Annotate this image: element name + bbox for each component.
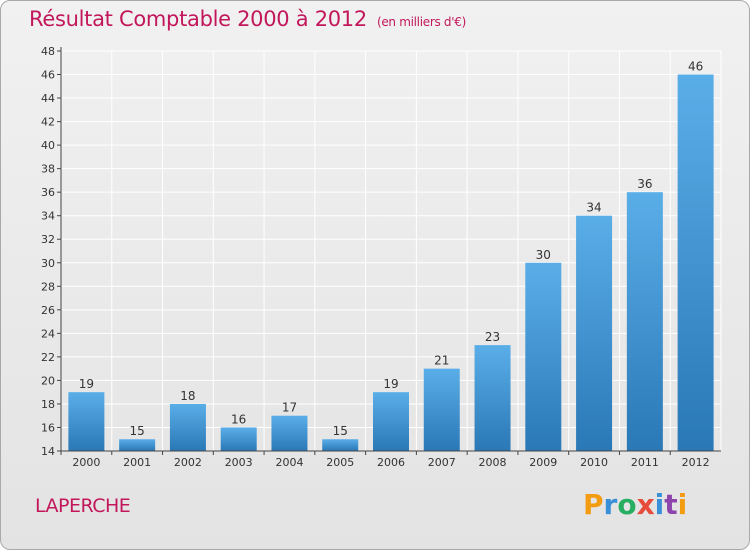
bar bbox=[423, 368, 460, 451]
y-tick-label: 18 bbox=[41, 398, 55, 411]
x-tick-label: 2000 bbox=[72, 456, 100, 469]
logo-letter: i bbox=[677, 488, 688, 521]
bar bbox=[474, 345, 511, 451]
y-tick-label: 14 bbox=[41, 445, 55, 458]
bar bbox=[169, 403, 206, 451]
y-tick-label: 22 bbox=[41, 351, 55, 364]
chart-unit: (en milliers d'€) bbox=[376, 15, 466, 29]
bar bbox=[220, 427, 257, 451]
y-tick-label: 24 bbox=[41, 327, 55, 340]
chart-title: Résultat Comptable 2000 à 2012 (en millie… bbox=[29, 7, 466, 31]
logo-letter: r bbox=[603, 488, 618, 521]
bar-value-label: 19 bbox=[79, 377, 94, 391]
y-tick-label: 44 bbox=[41, 92, 55, 105]
y-tick-label: 28 bbox=[41, 280, 55, 293]
x-tick-label: 2009 bbox=[529, 456, 557, 469]
bar bbox=[576, 215, 613, 451]
bar-value-label: 23 bbox=[485, 330, 500, 344]
bar-value-label: 34 bbox=[586, 201, 601, 215]
proxiti-logo[interactable]: Proxiti bbox=[583, 488, 687, 521]
logo-letter: i bbox=[654, 488, 665, 521]
bar bbox=[271, 415, 308, 451]
commune-name: LAPERCHE bbox=[35, 495, 131, 517]
logo-letter: x bbox=[636, 488, 655, 521]
x-tick-label: 2003 bbox=[225, 456, 253, 469]
bar bbox=[677, 74, 714, 451]
bar-value-label: 30 bbox=[536, 248, 551, 262]
x-tick-label: 2002 bbox=[174, 456, 202, 469]
bar bbox=[626, 192, 663, 452]
x-tick-label: 2007 bbox=[428, 456, 456, 469]
bar-value-label: 19 bbox=[383, 377, 398, 391]
y-tick-label: 32 bbox=[41, 233, 55, 246]
bar-value-label: 18 bbox=[180, 389, 195, 403]
y-tick-label: 30 bbox=[41, 257, 55, 270]
y-tick-label: 16 bbox=[41, 421, 55, 434]
bar-value-label: 17 bbox=[282, 401, 297, 415]
x-tick-label: 2005 bbox=[326, 456, 354, 469]
logo-letter: t bbox=[664, 488, 678, 521]
y-tick-label: 46 bbox=[41, 69, 55, 82]
y-tick-label: 34 bbox=[41, 210, 55, 223]
x-tick-label: 2001 bbox=[123, 456, 151, 469]
bar-value-label: 16 bbox=[231, 412, 246, 426]
bar bbox=[525, 262, 562, 451]
bar bbox=[373, 392, 409, 451]
bar-value-label: 15 bbox=[130, 424, 145, 438]
bar bbox=[119, 439, 156, 451]
y-tick-label: 40 bbox=[41, 139, 55, 152]
y-tick-label: 48 bbox=[41, 45, 55, 58]
chart-title-text: Résultat Comptable 2000 à 2012 bbox=[29, 7, 367, 31]
bar-value-label: 15 bbox=[333, 424, 348, 438]
y-tick-label: 42 bbox=[41, 116, 55, 129]
x-tick-label: 2010 bbox=[580, 456, 608, 469]
bar-value-label: 46 bbox=[688, 60, 703, 74]
bar bbox=[322, 439, 359, 451]
y-tick-label: 20 bbox=[41, 374, 55, 387]
y-tick-label: 38 bbox=[41, 163, 55, 176]
bar-value-label: 21 bbox=[434, 354, 449, 368]
logo-letter: o bbox=[617, 488, 637, 521]
x-tick-label: 2012 bbox=[682, 456, 710, 469]
x-tick-label: 2008 bbox=[479, 456, 507, 469]
bar bbox=[68, 392, 105, 451]
x-tick-label: 2006 bbox=[377, 456, 405, 469]
bar-value-label: 36 bbox=[637, 177, 652, 191]
logo-letter: P bbox=[583, 488, 604, 521]
y-tick-label: 26 bbox=[41, 304, 55, 317]
x-tick-label: 2004 bbox=[275, 456, 303, 469]
x-tick-label: 2011 bbox=[631, 456, 659, 469]
y-tick-label: 36 bbox=[41, 186, 55, 199]
